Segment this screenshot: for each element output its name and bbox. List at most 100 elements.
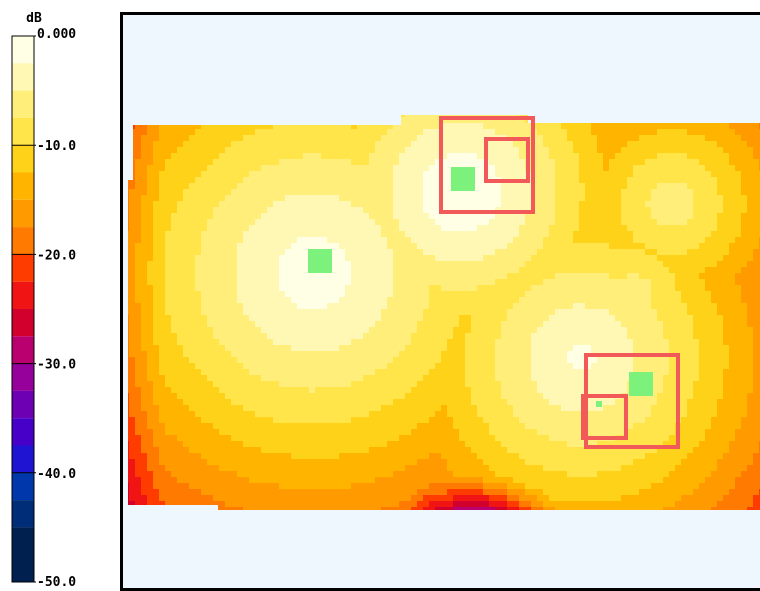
heatmap-cell	[249, 141, 256, 148]
heatmap-cell	[393, 327, 400, 334]
heatmap-cell	[291, 387, 298, 394]
heatmap-cell	[201, 213, 208, 220]
heatmap-cell	[213, 267, 220, 274]
heatmap-cell	[147, 249, 154, 256]
heatmap-cell	[681, 273, 688, 280]
heatmap-cell	[309, 291, 316, 298]
heatmap-cell	[645, 333, 652, 340]
heatmap-cell	[441, 129, 448, 136]
heatmap-cell	[597, 267, 604, 274]
heatmap-cell	[177, 381, 184, 388]
heatmap-cell	[255, 303, 262, 310]
heatmap-cell	[561, 375, 568, 382]
heatmap-cell	[621, 195, 628, 202]
heatmap-cell	[477, 237, 484, 244]
heatmap-cell	[477, 219, 484, 226]
heatmap-cell	[645, 159, 652, 166]
heatmap-cell	[399, 309, 406, 316]
heatmap-cell	[189, 115, 196, 118]
heatmap-cell	[381, 315, 388, 322]
heatmap-cell	[441, 309, 448, 316]
heatmap-cell	[753, 351, 760, 358]
heatmap-cell	[609, 375, 616, 382]
heatmap-cell	[285, 357, 292, 364]
heatmap-cell	[615, 279, 622, 286]
heatmap-cell	[717, 117, 724, 124]
heatmap-cell	[381, 201, 388, 208]
heatmap-cell	[705, 183, 712, 190]
heatmap-cell	[423, 153, 430, 160]
heatmap-cell	[477, 381, 484, 388]
heatmap-cell	[585, 291, 592, 298]
heatmap-cell	[465, 273, 472, 280]
heatmap-cell	[501, 231, 508, 238]
heatmap-cell	[255, 249, 262, 256]
heatmap-cell	[453, 291, 460, 298]
heatmap-cell	[153, 159, 160, 166]
heatmap-cell	[675, 171, 682, 178]
heatmap-cell	[291, 291, 298, 298]
heatmap-cell	[303, 351, 310, 358]
heatmap-cell	[195, 279, 202, 286]
heatmap-cell	[279, 201, 286, 208]
heatmap-cell	[369, 363, 376, 370]
heatmap-cell	[471, 231, 478, 238]
heatmap-cell	[519, 225, 526, 232]
heatmap-cell	[447, 129, 454, 136]
heatmap-cell	[297, 375, 304, 382]
heatmap-cell	[519, 291, 526, 298]
heatmap-cell	[213, 115, 220, 118]
heatmap-cell	[723, 231, 730, 238]
heatmap-cell	[741, 159, 748, 166]
heatmap-cell	[267, 219, 274, 226]
heatmap-cell	[627, 183, 634, 190]
heatmap-cell	[327, 207, 334, 214]
heatmap-cell	[399, 285, 406, 292]
heatmap-cell	[591, 207, 598, 214]
heatmap-cell	[447, 237, 454, 244]
heatmap-cell	[363, 249, 370, 256]
heatmap-cell	[405, 363, 412, 370]
heatmap-cell	[129, 369, 136, 376]
heatmap-cell	[543, 333, 550, 340]
heatmap-cell	[579, 291, 586, 298]
heatmap-cell	[681, 249, 688, 256]
heatmap-cell	[375, 375, 382, 382]
heatmap-cell	[669, 123, 676, 130]
heatmap-cell	[723, 207, 730, 214]
heatmap-cell	[177, 201, 184, 208]
heatmap-cell	[267, 375, 274, 382]
heatmap-cell	[639, 273, 646, 280]
heatmap-cell	[165, 171, 172, 178]
heatmap-cell	[555, 165, 562, 172]
heatmap-cell	[465, 321, 472, 328]
heatmap-cell	[321, 183, 328, 190]
heatmap-cell	[357, 159, 364, 166]
heatmap-cell	[555, 141, 562, 148]
heatmap-cell	[369, 333, 376, 340]
heatmap-cell	[531, 213, 538, 220]
heatmap-cell	[237, 115, 244, 118]
heatmap-cell	[369, 321, 376, 328]
heatmap-cell	[429, 207, 436, 214]
heatmap-cell	[507, 267, 514, 274]
heatmap-cell	[465, 129, 472, 136]
heatmap-cell	[183, 255, 190, 262]
heatmap-cell	[231, 249, 238, 256]
heatmap-cell	[627, 237, 634, 244]
heatmap-cell	[447, 219, 454, 226]
heatmap-cell	[375, 255, 382, 262]
heatmap-cell	[153, 327, 160, 334]
heatmap-cell	[597, 321, 604, 328]
heatmap-cell	[489, 141, 496, 148]
heatmap-cell	[501, 363, 508, 370]
heatmap-cell	[393, 115, 400, 118]
heatmap-cell	[147, 357, 154, 364]
heatmap-cell	[543, 351, 550, 358]
heatmap-cell	[135, 213, 142, 220]
heatmap-cell	[555, 285, 562, 292]
heatmap-cell	[273, 237, 280, 244]
heatmap-cell	[423, 213, 430, 220]
heatmap-cell	[339, 115, 346, 118]
heatmap-cell	[495, 381, 502, 388]
